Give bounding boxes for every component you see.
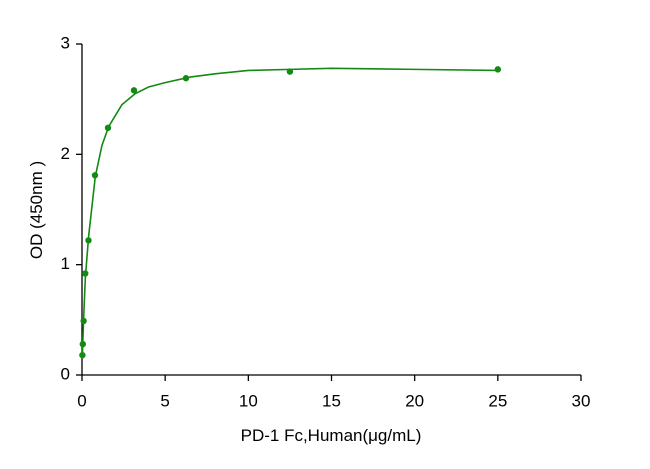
- x-tick-label: 25: [488, 391, 507, 410]
- data-point: [286, 68, 294, 75]
- x-tick-label: 10: [239, 391, 258, 410]
- data-point: [182, 75, 190, 82]
- data-point: [104, 124, 112, 132]
- fit-curve: [81, 67, 498, 358]
- x-tick-label: 30: [572, 391, 591, 410]
- y-tick-label: 3: [61, 33, 70, 52]
- x-tick-label: 15: [322, 391, 341, 410]
- y-tick-label: 1: [61, 254, 70, 273]
- data-point: [82, 270, 89, 277]
- data-point: [91, 172, 99, 179]
- x-tick-label: 5: [160, 391, 169, 410]
- x-tick-label: 0: [77, 391, 86, 410]
- y-axis-label: OD (450nm ): [27, 161, 46, 259]
- y-tick-label: 2: [61, 144, 70, 163]
- data-point: [79, 351, 86, 359]
- x-axis-label: PD-1 Fc,Human(μg/mL): [241, 426, 422, 445]
- data-point: [79, 340, 87, 348]
- data-point: [130, 87, 138, 94]
- y-tick-label: 0: [61, 364, 70, 383]
- data-point: [80, 317, 87, 325]
- x-tick-label: 20: [405, 391, 424, 410]
- data-point: [85, 237, 92, 244]
- data-point: [494, 66, 502, 73]
